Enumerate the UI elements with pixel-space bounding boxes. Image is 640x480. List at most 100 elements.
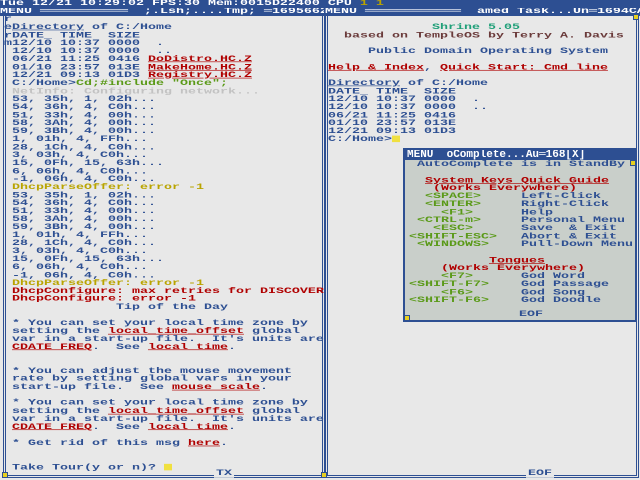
- text-segment: -1, 06h, 4, C0h...: [4, 270, 156, 281]
- text-line: 6, 06h, 4, C0h...: [4, 263, 324, 272]
- text-segment: start-up file. See: [4, 382, 172, 393]
- text-line: Public Domain Operating System: [328, 46, 624, 57]
- text-segment: 06/21 11:25 0416: [328, 110, 456, 121]
- text-line: DATE_ TIME SIZE: [328, 86, 624, 97]
- text-segment: <F7>: [409, 271, 521, 282]
- text-segment: Right-Click: [520, 199, 609, 210]
- text-segment: C:/Home>: [4, 78, 76, 89]
- link[interactable]: Registry.HC.Z: [147, 70, 252, 81]
- resize-handle-icon[interactable]: [2, 472, 8, 478]
- link[interactable]: local time: [147, 342, 228, 353]
- text-line: Take Tour(y or n)?: [4, 463, 324, 472]
- resize-handle-icon[interactable]: [630, 160, 636, 166]
- text-segment: 12/21 09:13 01D3: [328, 126, 456, 137]
- text-line: var in a start-up file. It's units are: [4, 335, 324, 344]
- text-line: * Get rid of this msg here.: [4, 438, 324, 449]
- left-terminal-text[interactable]: r eDirectory of C:/Home rDATE_ TIME SIZE m1…: [4, 15, 324, 472]
- text-line: 28, 1Ch, 4, C0h...: [4, 143, 324, 152]
- text-segment: Cd;#include "Once";: [75, 78, 228, 89]
- link[interactable]: local time: [147, 422, 228, 433]
- right-window-title: MENU ════════════ amed Task...Un═1694CA2…: [325, 8, 640, 16]
- text-segment: NetInfo: Configuring network...: [4, 86, 260, 97]
- link[interactable]: Directory: [328, 78, 400, 89]
- resize-handle-icon[interactable]: [633, 14, 639, 20]
- text-segment: <CTRL-m>: [409, 215, 521, 226]
- text-line: start-up file. See mouse scale.: [4, 382, 324, 393]
- text-segment: -1, 06h, 4, C0h...: [4, 174, 156, 185]
- text-segment: global: [243, 326, 300, 337]
- link[interactable]: mouse scale: [171, 382, 260, 393]
- text-segment: setting the: [4, 406, 108, 417]
- right-terminal-text[interactable]: Shrine 5.05 based on TempleOS by Terry A…: [328, 16, 624, 144]
- text-line: 54, 36h, 4, C0h...: [4, 199, 324, 208]
- text-line: CDATE_FREQ. See local time.: [4, 342, 324, 353]
- text-line: Help & Index, Quick Start: Cmd line: [328, 62, 624, 73]
- text-line: DhcpParseOffer: error -1: [4, 279, 324, 288]
- text-segment: Public Domain Operating System: [328, 46, 608, 57]
- text-line: 06/21 11:25 0416: [328, 110, 624, 121]
- text-line: r: [4, 15, 324, 24]
- link[interactable]: local_time_offset: [107, 406, 244, 417]
- text-segment: 53, 35h, 1, 02h...: [4, 94, 156, 105]
- resize-handle-icon[interactable]: [404, 315, 410, 321]
- autocomplete-popup[interactable]: MENU oComplete...Au═168[X] AutoComplete …: [403, 148, 637, 322]
- text-line: 12/21 09:13 01D3 Registry.HC.Z: [4, 70, 324, 81]
- text-segment: DhcpConfigure: error -1: [4, 294, 196, 305]
- link[interactable]: CDATE_FREQ: [12, 342, 92, 353]
- text-line: 3, 03h, 4, C0h...: [4, 151, 324, 160]
- right-window-title-bar[interactable]: MENU ════════════ amed Task...Un═1694CA2…: [325, 8, 640, 16]
- text-segment: (Works Everywhere): [409, 263, 585, 274]
- text-line: var in a start-up file. It's units are: [4, 414, 324, 425]
- link[interactable]: MakeHome.HC.Z: [147, 62, 252, 73]
- text-line: System Keys Quick Guide: [409, 175, 633, 186]
- right-window-bottom-label: EOF: [526, 468, 554, 479]
- text-segment: DATE_ TIME SIZE: [328, 86, 456, 97]
- link[interactable]: Help & Index: [328, 62, 424, 73]
- left-window-bottom-label: TX: [214, 468, 234, 479]
- text-line: <F1> Help: [409, 208, 633, 217]
- text-segment: setting the: [4, 326, 108, 337]
- text-line: AutoComplete is in StandBy: [409, 159, 633, 170]
- text-segment: of C:/Home: [399, 78, 488, 89]
- link[interactable]: Tongues: [488, 255, 545, 266]
- text-segment: Pull-Down Menu: [520, 239, 633, 250]
- text-segment: 12/10 10:37 0000 ..: [4, 46, 172, 57]
- text-line: eDirectory of C:/Home: [4, 22, 324, 33]
- link[interactable]: Directory: [12, 22, 84, 33]
- link[interactable]: here: [187, 438, 220, 449]
- text-segment: 1, 01h, 4, FFh...: [4, 134, 148, 145]
- left-window-title-bar[interactable]: MENU ═══════════ ;.Lsh;....Tmp; ═1695662…: [0, 8, 324, 16]
- text-segment: AutoComplete is in StandBy: [409, 159, 625, 170]
- text-segment: 51, 33h, 4, 00h...: [4, 110, 156, 121]
- text-segment: var in a start-up file. It's units are: [4, 414, 324, 425]
- text-segment: * You can adjust the mouse movement: [4, 366, 292, 377]
- text-line: DhcpParseOffer: error -1: [4, 183, 324, 192]
- link[interactable]: CDATE_FREQ: [12, 422, 92, 433]
- text-segment: Save & Exit: [520, 223, 617, 234]
- link[interactable]: DoDistro.HC.Z: [147, 54, 252, 65]
- text-segment: . See: [91, 342, 148, 353]
- text-line: DhcpConfigure: max retries for DISCOVER: [4, 287, 324, 296]
- text-segment: Tue 12/21 10:29:02 FPS:30 Mem:0015D22400…: [0, 0, 360, 8]
- text-line: <F6> God Song: [409, 288, 633, 297]
- text-line: Directory of C:/Home: [328, 78, 624, 89]
- text-segment: <WINDOWS>: [409, 239, 521, 250]
- text-segment: .: [227, 422, 236, 433]
- popup-title-bar[interactable]: MENU oComplete...Au═168[X]: [405, 150, 635, 160]
- link[interactable]: local_time_offset: [107, 326, 244, 337]
- text-line: 12/10 10:37 0000 ..: [4, 46, 324, 57]
- text-line: <ENTER> Right-Click: [409, 199, 633, 210]
- popup-title: MENU oComplete...Au═168[X]: [407, 150, 586, 160]
- text-segment: God Word: [520, 271, 585, 282]
- text-line: C:/Home>Cd;#include "Once";: [4, 78, 324, 89]
- text-line: DhcpConfigure: error -1: [4, 294, 324, 305]
- text-cursor: [392, 135, 400, 143]
- link[interactable]: Quick Start: Cmd line: [439, 62, 608, 73]
- text-line: 12/10 10:37 0000 .: [328, 95, 624, 104]
- left-window-title: MENU ═══════════ ;.Lsh;....Tmp; ═1695662…: [0, 8, 324, 16]
- text-segment: Shrine 5.05: [328, 22, 520, 33]
- link[interactable]: System Keys Quick Guide: [425, 175, 609, 186]
- resize-handle-icon[interactable]: [321, 472, 327, 478]
- text-line: <CTRL-m> Personal Menu: [409, 215, 633, 226]
- text-line: 6, 06h, 4, C0h...: [4, 167, 324, 176]
